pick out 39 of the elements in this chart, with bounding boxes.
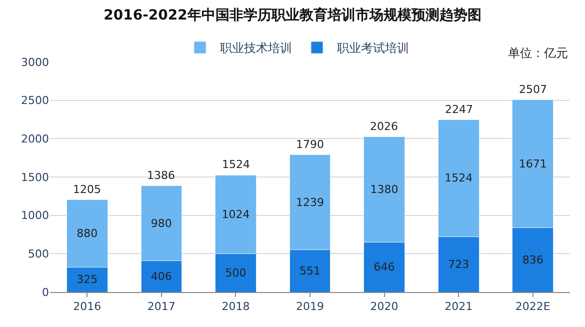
x-tick-label: 2021 bbox=[444, 300, 473, 314]
chart-title: 2016-2022年中国非学历职业教育培训市场规模预测趋势图 bbox=[104, 6, 482, 24]
data-label: 406 bbox=[150, 270, 172, 283]
total-label: 1386 bbox=[147, 169, 175, 182]
total-label: 1205 bbox=[73, 183, 101, 196]
data-label: 1380 bbox=[370, 183, 398, 196]
data-label: 723 bbox=[448, 258, 470, 271]
y-tick-label: 500 bbox=[28, 248, 49, 261]
data-label: 980 bbox=[150, 216, 172, 230]
x-tick-label: 2019 bbox=[296, 300, 324, 314]
x-tick-label: 2022E bbox=[515, 300, 550, 314]
legend-label: 职业技术培训 bbox=[220, 41, 292, 56]
legend-label: 职业考试培训 bbox=[337, 41, 409, 56]
y-tick-label: 0 bbox=[42, 286, 49, 299]
data-label: 1671 bbox=[518, 157, 547, 170]
y-tick-label: 2000 bbox=[21, 132, 49, 146]
data-label: 880 bbox=[76, 226, 98, 240]
total-label: 1524 bbox=[222, 158, 250, 171]
data-label: 646 bbox=[374, 260, 395, 274]
total-label: 2247 bbox=[445, 103, 473, 116]
total-label: 1790 bbox=[296, 138, 324, 151]
x-tick-label: 2016 bbox=[73, 300, 102, 314]
data-label: 551 bbox=[300, 264, 320, 278]
y-tick-label: 2500 bbox=[21, 94, 49, 108]
y-tick-label: 1500 bbox=[21, 170, 49, 184]
x-tick-label: 2018 bbox=[222, 300, 250, 314]
data-label: 1239 bbox=[296, 196, 324, 209]
data-label: 1024 bbox=[222, 208, 250, 221]
data-label: 1524 bbox=[444, 172, 473, 185]
text: 单位：亿元 bbox=[508, 46, 568, 60]
y-tick-label: 3000 bbox=[21, 56, 49, 69]
total-label: 2026 bbox=[370, 120, 398, 133]
data-label: 836 bbox=[522, 253, 544, 266]
x-tick-label: 2017 bbox=[147, 300, 176, 314]
y-tick-label: 1000 bbox=[21, 209, 49, 222]
total-label: 2507 bbox=[519, 83, 547, 96]
data-label: 325 bbox=[76, 273, 98, 286]
data-label: 500 bbox=[225, 266, 246, 280]
x-tick-label: 2020 bbox=[370, 300, 398, 314]
